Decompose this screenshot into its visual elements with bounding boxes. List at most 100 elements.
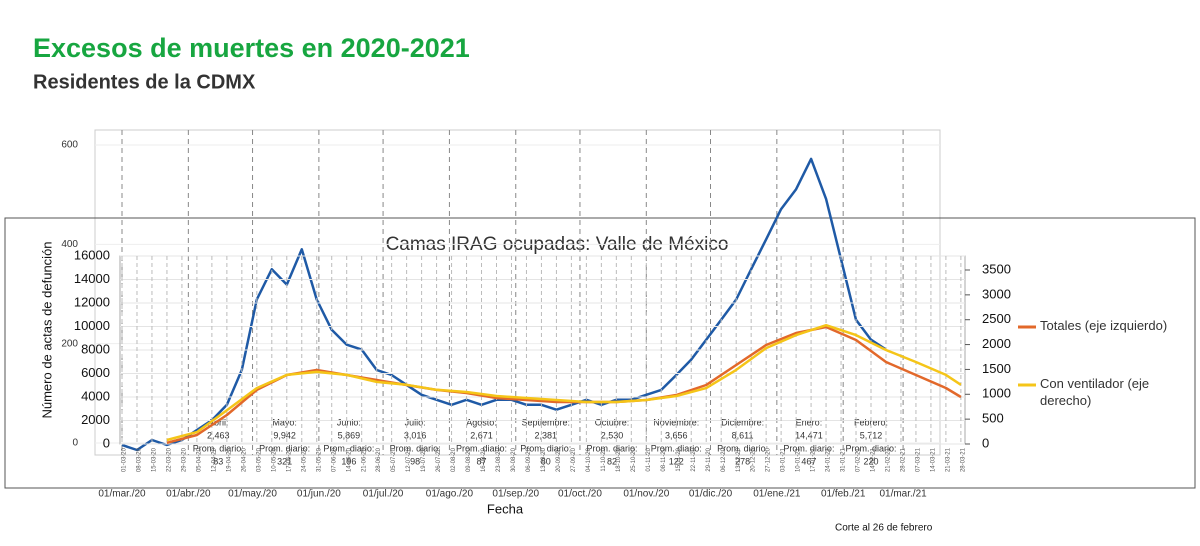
y2-tick-label: 3500 bbox=[982, 261, 1011, 276]
y-tick-label: 0 bbox=[103, 435, 110, 450]
x-tick-label: 01/jul./20 bbox=[363, 489, 404, 500]
x-tick-label: 09-08-20 bbox=[466, 447, 472, 472]
x-tick-label: 27-09-20 bbox=[571, 447, 577, 472]
annotation: Octubre: bbox=[595, 417, 630, 427]
plot-area bbox=[94, 129, 941, 456]
x-tick-label: 03-01-21 bbox=[781, 447, 787, 472]
x-tick-label: 30-08-20 bbox=[511, 447, 517, 472]
annotation: Prom. diario: bbox=[783, 443, 834, 453]
annotation: Prom. diario: bbox=[587, 443, 638, 453]
x-tick-label: 24-05-20 bbox=[301, 447, 307, 472]
x-tick-label: 01/feb./21 bbox=[821, 489, 866, 500]
x-tick-label: 06-09-20 bbox=[526, 447, 532, 472]
x-tick-label: 14-02-21 bbox=[871, 447, 877, 472]
y2-tick-label: 500 bbox=[982, 411, 1004, 426]
legend-text: Con ventilador (eje bbox=[1040, 376, 1149, 391]
x-tick-label: 01/dic./20 bbox=[689, 489, 733, 500]
annotation: 3,016 bbox=[404, 430, 427, 440]
annotation: Junio: bbox=[337, 417, 361, 427]
subtitle: Residentes de la CDMX bbox=[33, 71, 256, 93]
x-tick-label: 12-04-20 bbox=[211, 447, 217, 472]
annotation: 83 bbox=[213, 456, 223, 466]
x-tick-label: 01-03-20 bbox=[122, 447, 128, 472]
annotation: Diciembre: bbox=[721, 417, 764, 427]
x-tick-label: 29-03-20 bbox=[181, 447, 187, 472]
x-tick-label: 01/mar./20 bbox=[98, 489, 146, 500]
x-tick-label: 01/jun./20 bbox=[297, 489, 341, 500]
x-tick-label: 01/abr./20 bbox=[166, 489, 211, 500]
x-tick-label: 15-03-20 bbox=[152, 447, 158, 472]
y-tick-label: 8000 bbox=[81, 341, 110, 356]
overlay-frame bbox=[4, 217, 1196, 489]
x-tick-label: 31-05-20 bbox=[316, 447, 322, 472]
y2-tick-label: 3000 bbox=[982, 286, 1011, 301]
x-tick-label: 29-11-20 bbox=[706, 447, 712, 471]
x-tick-label: 12-07-20 bbox=[406, 447, 412, 472]
x-tick-label: 21-03-21 bbox=[945, 447, 951, 472]
x-tick-label: 14-03-21 bbox=[930, 447, 936, 472]
annotation: 196 bbox=[341, 456, 356, 466]
annotation: Agosto: bbox=[466, 417, 497, 427]
x-tick-label: 17-01-21 bbox=[811, 447, 817, 472]
annotation: 278 bbox=[735, 456, 750, 466]
annotation: 8,611 bbox=[732, 430, 754, 440]
annotation: Prom. diario: bbox=[323, 443, 374, 453]
annotation: 5,869 bbox=[338, 430, 361, 440]
x-axis-label: Fecha bbox=[487, 501, 524, 516]
x-tick-label: 01/nov./20 bbox=[623, 489, 669, 500]
x-tick-label: 26-07-20 bbox=[436, 447, 442, 472]
annotation: 14,471 bbox=[795, 430, 823, 440]
x-tick-label: 25-10-20 bbox=[631, 447, 637, 472]
annotation: 467 bbox=[801, 456, 816, 466]
annotation: 220 bbox=[863, 456, 878, 466]
legend-label: Con ventilador (eje derecho) bbox=[1040, 376, 1149, 408]
x-tick-label: 01/ene./21 bbox=[753, 489, 801, 500]
x-tick-label: 04-10-20 bbox=[586, 447, 592, 472]
y-tick-label: 12000 bbox=[74, 294, 110, 309]
legend-label: Totales (eje izquierdo) bbox=[1040, 318, 1167, 333]
legend-text: derecho) bbox=[1040, 393, 1091, 408]
x-tick-label: 19-04-20 bbox=[226, 447, 232, 472]
annotation: 2,463 bbox=[207, 430, 230, 440]
y-tick-label: 2000 bbox=[81, 412, 110, 427]
annotation: Prom. diario: bbox=[520, 443, 571, 453]
x-tick-label: 28-06-20 bbox=[376, 447, 382, 472]
annotation: Prom. diario: bbox=[390, 443, 441, 453]
x-tick-label: 22-11-20 bbox=[691, 447, 697, 471]
y2-tick-label: 0 bbox=[982, 435, 989, 450]
x-tick-label: 18-10-20 bbox=[616, 447, 622, 472]
y2-tick-label: 1000 bbox=[982, 386, 1011, 401]
y-tick-label: 400 bbox=[61, 239, 78, 250]
annotation: Abril: bbox=[208, 417, 229, 427]
annotation: Enero: bbox=[796, 417, 823, 427]
annotation: Prom. diario: bbox=[651, 443, 702, 453]
x-tick-label: 11-10-20 bbox=[601, 447, 607, 471]
x-tick-label: 05-04-20 bbox=[196, 447, 202, 472]
x-tick-label: 02-08-20 bbox=[451, 447, 457, 472]
x-tick-label: 28-02-21 bbox=[901, 447, 907, 472]
x-tick-label: 17-05-20 bbox=[286, 447, 292, 472]
y2-tick-label: 2000 bbox=[982, 336, 1011, 351]
y-tick-label: 14000 bbox=[74, 271, 110, 286]
annotation: 122 bbox=[669, 456, 684, 466]
footnote: Corte al 26 de febrero bbox=[835, 523, 933, 534]
x-tick-label: 23-08-20 bbox=[496, 447, 502, 472]
y2-tick-label: 1500 bbox=[982, 361, 1011, 376]
x-tick-label: 20-12-20 bbox=[751, 447, 757, 472]
annotation: 2,381 bbox=[534, 430, 557, 440]
x-tick-label: 01/ago./20 bbox=[426, 489, 474, 500]
y-tick-label: 4000 bbox=[81, 388, 110, 403]
x-tick-label: 07-03-21 bbox=[916, 447, 922, 472]
annotation: 87 bbox=[477, 456, 487, 466]
x-tick-label: 14-06-20 bbox=[346, 447, 352, 472]
x-tick-label: 01-11-20 bbox=[646, 447, 652, 471]
annotation: 2,530 bbox=[601, 430, 624, 440]
x-tick-label: 28-03-21 bbox=[960, 447, 966, 472]
x-tick-label: 16-08-20 bbox=[481, 447, 487, 472]
annotation: Prom. diario: bbox=[845, 443, 896, 453]
annotation: 3,656 bbox=[665, 430, 688, 440]
x-tick-label: 03-05-20 bbox=[256, 447, 262, 472]
x-tick-label: 20-09-20 bbox=[556, 447, 562, 472]
annotation: 82 bbox=[607, 456, 617, 466]
